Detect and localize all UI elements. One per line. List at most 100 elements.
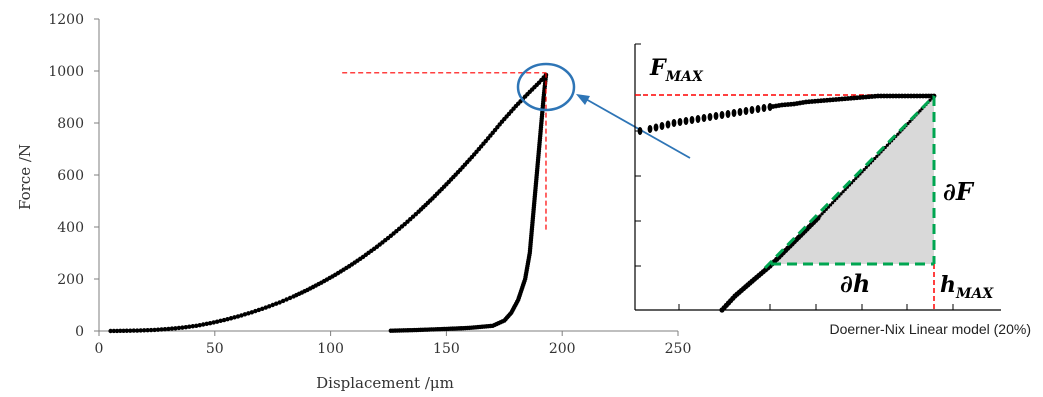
inset-data-point xyxy=(896,132,900,136)
data-point xyxy=(190,324,195,329)
main-annotations xyxy=(342,62,691,230)
data-point xyxy=(159,327,164,332)
x-tick-label: 50 xyxy=(206,341,224,357)
data-point xyxy=(284,297,289,302)
y-tick-label: 0 xyxy=(75,324,84,340)
data-point xyxy=(187,324,192,329)
data-point xyxy=(155,327,161,332)
inset-data-point xyxy=(852,179,856,183)
callout-arrow-line xyxy=(583,97,691,159)
y-tick-label: 200 xyxy=(57,272,84,288)
inset-data-point xyxy=(653,123,659,132)
main-axes xyxy=(98,19,678,332)
data-point xyxy=(221,317,227,323)
inset-data-point xyxy=(677,118,683,126)
x-tick-label: 0 xyxy=(95,341,104,357)
main-data-points xyxy=(108,72,549,334)
inset-data-point xyxy=(731,109,737,117)
inset-data-point xyxy=(683,117,689,125)
inset-data-point xyxy=(761,104,767,112)
data-point xyxy=(183,324,189,330)
y-axis-label: Force /N xyxy=(16,144,34,210)
inset-data-point xyxy=(854,176,858,181)
x-tick-label: 250 xyxy=(665,341,692,357)
dF-label: ∂F xyxy=(943,177,975,206)
data-point xyxy=(180,325,185,330)
inset-data-point xyxy=(928,98,932,102)
data-point xyxy=(111,328,117,334)
peak-highlight-circle xyxy=(516,62,576,112)
data-point xyxy=(135,328,140,333)
data-point xyxy=(239,313,244,318)
y-tick-label: 1000 xyxy=(48,64,84,80)
inset-data-point xyxy=(713,112,719,120)
data-point xyxy=(249,310,255,315)
data-point xyxy=(166,326,171,332)
data-point xyxy=(124,328,129,333)
data-point xyxy=(211,320,216,325)
data-point xyxy=(176,325,182,331)
dh-label: ∂h xyxy=(840,269,870,298)
inset-data-point xyxy=(839,192,843,196)
data-point xyxy=(242,312,248,317)
x-axis-label: Displacement /μm xyxy=(316,374,454,392)
inset-data-point xyxy=(637,127,643,135)
data-point xyxy=(256,307,262,313)
data-point xyxy=(118,328,123,334)
inset-data-point xyxy=(755,105,761,113)
data-point xyxy=(162,326,168,332)
inset-data-point xyxy=(918,109,922,113)
inset-data-point xyxy=(647,125,653,133)
inset-data-point xyxy=(862,167,866,172)
x-tick-label: 150 xyxy=(433,341,460,357)
inset-data-point xyxy=(873,156,877,161)
inset-data-point xyxy=(828,203,833,207)
data-point xyxy=(235,314,241,319)
inset-data-point xyxy=(719,307,725,313)
data-point xyxy=(169,326,175,331)
data-point xyxy=(145,328,150,333)
inset-data-point xyxy=(719,111,725,119)
fmax-label: FMAX xyxy=(649,55,704,85)
inset-data-point xyxy=(885,143,889,147)
inset-data-point xyxy=(864,165,868,169)
data-point xyxy=(218,318,223,324)
data-point xyxy=(263,305,268,310)
inset-data-point xyxy=(707,113,713,121)
inset-data-point xyxy=(824,207,828,211)
inset-data-point xyxy=(689,116,695,124)
inset-plot: FMAX ∂F ∂h hMAX Doerner-Nix Linear model… xyxy=(634,43,1031,337)
inset-data-point xyxy=(908,119,912,124)
inset-data-point xyxy=(671,119,677,127)
inset-data-point xyxy=(701,114,707,122)
inset-data-point xyxy=(841,190,845,194)
inset-caption: Doerner-Nix Linear model (20%) xyxy=(829,321,1031,337)
data-point xyxy=(108,328,113,334)
y-tick-label: 400 xyxy=(57,220,84,236)
inset-data-point xyxy=(875,154,879,158)
inset-data-point xyxy=(749,106,755,114)
data-point xyxy=(148,327,154,333)
data-point xyxy=(270,302,275,308)
inset-data-point xyxy=(695,115,701,123)
inset-data-point xyxy=(725,110,731,118)
data-point xyxy=(207,321,213,326)
y-tick-label: 800 xyxy=(57,116,84,132)
data-point xyxy=(197,322,202,328)
inset-data-point xyxy=(659,122,665,130)
inset-data-point xyxy=(820,212,824,216)
data-point xyxy=(287,295,293,301)
inset-data-point xyxy=(831,201,835,205)
inset-green-slope xyxy=(763,94,936,270)
data-point xyxy=(194,323,199,328)
data-point xyxy=(114,328,120,334)
hmax-label: hMAX xyxy=(940,272,994,302)
data-point xyxy=(201,322,206,327)
data-point xyxy=(141,328,147,333)
data-point xyxy=(121,328,126,333)
inset-data-point xyxy=(665,120,671,129)
data-point xyxy=(173,326,178,331)
inset-data-point xyxy=(822,209,826,214)
data-point xyxy=(273,301,279,306)
